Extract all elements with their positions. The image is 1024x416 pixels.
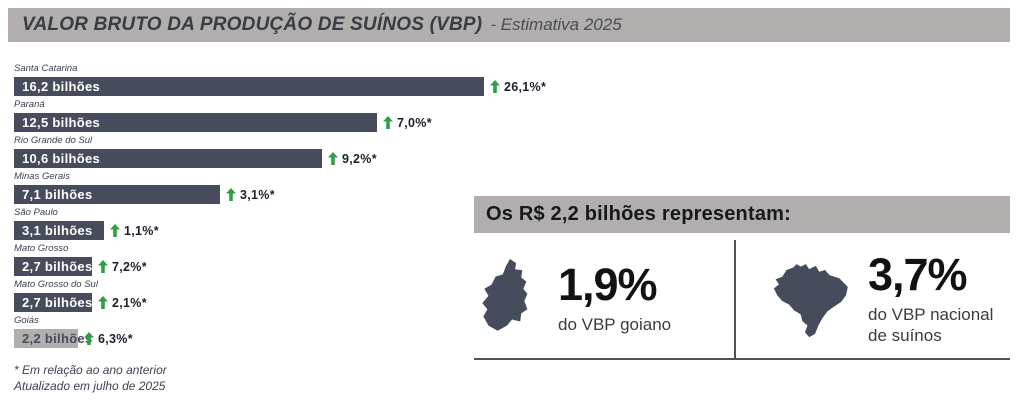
arrow-up-icon xyxy=(110,224,120,237)
bar: 10,6 bilhões xyxy=(14,149,322,168)
footnote: * Em relação ao ano anterior Atualizado … xyxy=(14,362,167,394)
bar-value-label: 2,2 bilhões xyxy=(22,331,93,346)
page-title: VALOR BRUTO DA PRODUÇÃO DE SUÍNOS (VBP) xyxy=(22,14,483,35)
bar-line: 7,1 bilhões 3,1%* xyxy=(14,185,614,204)
bar-line: 2,2 bilhões 6,3%* xyxy=(14,329,614,348)
bar-row: São Paulo 3,1 bilhões 1,1%* xyxy=(14,207,614,243)
bar-change-label: 2,1%* xyxy=(112,295,147,310)
callout-bottom-rule xyxy=(474,358,1010,360)
bar-change-label: 1,1%* xyxy=(124,223,159,238)
callout-stats: 1,9% do VBP goiano 3,7% do VBP nacional … xyxy=(474,240,1010,358)
arrow-up-icon xyxy=(98,260,108,273)
bar-change-label: 9,2%* xyxy=(342,151,377,166)
stat-value: 1,9% xyxy=(558,259,658,311)
bar-value-label: 7,1 bilhões xyxy=(22,187,93,202)
bar-line: 12,5 bilhões 7,0%* xyxy=(14,113,614,132)
bar: 3,1 bilhões xyxy=(14,221,104,240)
stat-text: 1,9% do VBP goiano xyxy=(558,262,671,335)
bar-category-label: São Paulo xyxy=(14,207,58,218)
stat-label: do VBP nacional de suínos xyxy=(868,304,994,345)
footnote-line2: Atualizado em julho de 2025 xyxy=(14,379,166,394)
bar: 2,7 bilhões xyxy=(14,257,92,276)
bar: 2,2 bilhões xyxy=(14,329,92,348)
bar-change: 7,0%* xyxy=(383,116,432,130)
page-subtitle: - Estimativa 2025 xyxy=(490,15,622,34)
bar-change: 2,1%* xyxy=(98,296,147,310)
bar-change: 9,2%* xyxy=(328,152,377,166)
bar-row: Goiás 2,2 bilhões 6,3%* xyxy=(14,315,614,351)
bar-change: 6,3%* xyxy=(84,332,133,346)
bar-value-label: 16,2 bilhões xyxy=(22,79,101,94)
bar: 12,5 bilhões xyxy=(14,113,377,132)
bar-row: Minas Gerais 7,1 bilhões 3,1%* xyxy=(14,171,614,207)
bar-category-label: Paraná xyxy=(14,99,45,110)
bar-value-label: 12,5 bilhões xyxy=(22,115,101,130)
bar-change: 7,2%* xyxy=(98,260,147,274)
bar-row: Rio Grande do Sul 10,6 bilhões 9,2%* xyxy=(14,135,614,171)
arrow-up-icon xyxy=(383,116,393,129)
bar: 2,7 bilhões xyxy=(14,293,92,312)
bar-category-label: Rio Grande do Sul xyxy=(14,135,93,146)
bar-change-label: 7,0%* xyxy=(397,115,432,130)
vbp-bar-chart: Santa Catarina 16,2 bilhões 26,1%* Paran… xyxy=(14,63,614,351)
bar-category-label: Mato Grosso xyxy=(14,243,69,254)
bar-rows: Santa Catarina 16,2 bilhões 26,1%* Paran… xyxy=(14,63,614,351)
stat-value: 3,7% xyxy=(868,248,968,300)
brazil-map-icon xyxy=(773,264,848,338)
bar-category-label: Mato Grosso do Sul xyxy=(14,279,98,290)
bar-change-label: 7,2%* xyxy=(112,259,147,274)
bar-line: 2,7 bilhões 2,1%* xyxy=(14,293,614,312)
bar-value-label: 2,7 bilhões xyxy=(22,295,93,310)
bar-category-label: Santa Catarina xyxy=(14,63,78,74)
stat-item: 3,7% do VBP nacional de suínos xyxy=(736,240,1010,358)
bar-category-label: Goiás xyxy=(14,315,39,326)
stat-item: 1,9% do VBP goiano xyxy=(474,240,736,358)
bar-value-label: 10,6 bilhões xyxy=(22,151,101,166)
arrow-up-icon xyxy=(328,152,338,165)
bar: 16,2 bilhões xyxy=(14,77,484,96)
bar-change-label: 3,1%* xyxy=(240,187,275,202)
callout-band: Os R$ 2,2 bilhões representam: xyxy=(474,196,1010,233)
bar-line: 2,7 bilhões 7,2%* xyxy=(14,257,614,276)
bar-row: Mato Grosso do Sul 2,7 bilhões 2,1%* xyxy=(14,279,614,315)
bar-line: 3,1 bilhões 1,1%* xyxy=(14,221,614,240)
stat-icon xyxy=(480,258,542,340)
bar-change-label: 6,3%* xyxy=(98,331,133,346)
stat-text: 3,7% do VBP nacional de suínos xyxy=(868,252,1000,347)
header-band: VALOR BRUTO DA PRODUÇÃO DE SUÍNOS (VBP) … xyxy=(8,8,1010,42)
arrow-up-icon xyxy=(490,80,500,93)
bar-row: Paraná 12,5 bilhões 7,0%* xyxy=(14,99,614,135)
arrow-up-icon xyxy=(226,188,236,201)
bar-line: 16,2 bilhões 26,1%* xyxy=(14,77,614,96)
bar-value-label: 3,1 bilhões xyxy=(22,223,93,238)
bar-row: Santa Catarina 16,2 bilhões 26,1%* xyxy=(14,63,614,99)
callout-title: Os R$ 2,2 bilhões representam: xyxy=(486,203,792,225)
footnote-line1: * Em relação ao ano anterior xyxy=(14,363,167,377)
bar: 7,1 bilhões xyxy=(14,185,220,204)
arrow-up-icon xyxy=(84,332,94,345)
bar-change: 26,1%* xyxy=(490,80,546,94)
goias-map-icon xyxy=(482,259,528,331)
stat-label: do VBP goiano xyxy=(558,315,672,335)
bar-line: 10,6 bilhões 9,2%* xyxy=(14,149,614,168)
bar-change: 1,1%* xyxy=(110,224,159,238)
arrow-up-icon xyxy=(98,296,108,309)
bar-value-label: 2,7 bilhões xyxy=(22,259,93,274)
bar-change-label: 26,1%* xyxy=(504,79,547,94)
bar-change: 3,1%* xyxy=(226,188,275,202)
stat-icon xyxy=(768,259,852,339)
bar-category-label: Minas Gerais xyxy=(14,171,70,182)
bar-row: Mato Grosso 2,7 bilhões 7,2%* xyxy=(14,243,614,279)
